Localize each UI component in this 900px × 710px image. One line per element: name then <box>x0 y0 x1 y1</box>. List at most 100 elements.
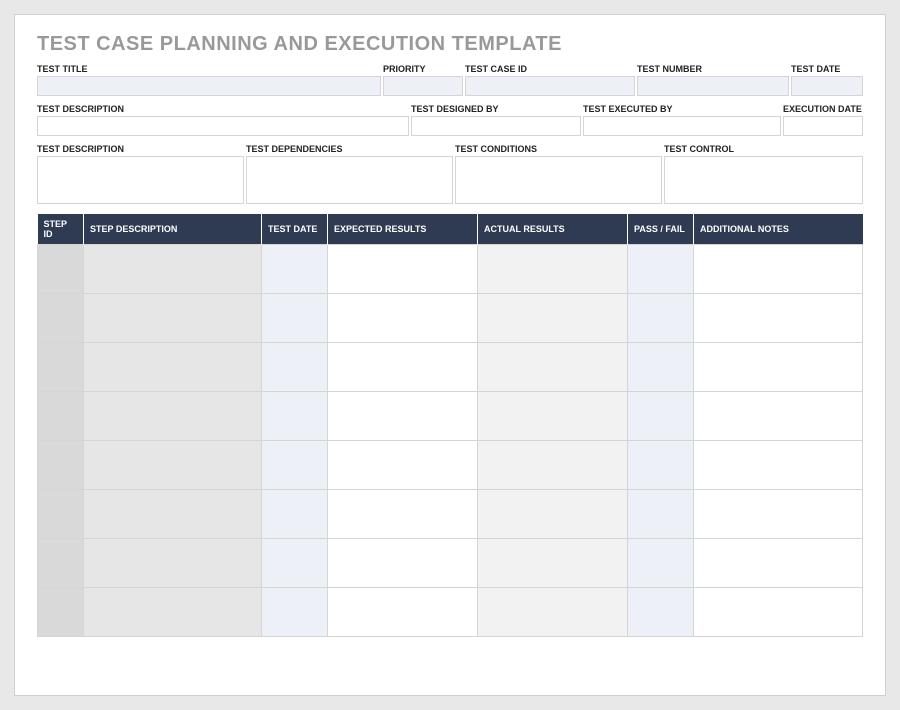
meta-row-2: TEST DESCRIPTION TEST DESIGNED BY TEST E… <box>37 104 863 136</box>
cell-actual[interactable] <box>478 588 628 637</box>
cell-notes[interactable] <box>694 441 863 490</box>
col-passfail: PASS / FAIL <box>628 214 694 245</box>
input-designed-by[interactable] <box>411 116 581 136</box>
cell-notes[interactable] <box>694 245 863 294</box>
field-test-description-2: TEST DESCRIPTION <box>37 144 244 204</box>
cell-actual[interactable] <box>478 539 628 588</box>
cell-expected[interactable] <box>328 539 478 588</box>
input-test-description[interactable] <box>37 116 409 136</box>
cell-passfail[interactable] <box>628 490 694 539</box>
input-execution-date[interactable] <box>783 116 863 136</box>
cell-test-date[interactable] <box>262 343 328 392</box>
cell-expected[interactable] <box>328 245 478 294</box>
cell-actual[interactable] <box>478 294 628 343</box>
col-step-id: STEP ID <box>38 214 84 245</box>
label-test-dependencies: TEST DEPENDENCIES <box>246 144 453 154</box>
input-test-control[interactable] <box>664 156 863 204</box>
input-test-date[interactable] <box>791 76 863 96</box>
table-row <box>38 245 863 294</box>
cell-step-desc[interactable] <box>84 441 262 490</box>
cell-test-date[interactable] <box>262 245 328 294</box>
cell-test-date[interactable] <box>262 490 328 539</box>
input-test-title[interactable] <box>37 76 381 96</box>
cell-test-date[interactable] <box>262 294 328 343</box>
cell-passfail[interactable] <box>628 294 694 343</box>
cell-step-id[interactable] <box>38 343 84 392</box>
cell-actual[interactable] <box>478 343 628 392</box>
cell-expected[interactable] <box>328 294 478 343</box>
field-priority: PRIORITY <box>383 64 463 96</box>
cell-passfail[interactable] <box>628 539 694 588</box>
cell-step-desc[interactable] <box>84 588 262 637</box>
label-priority: PRIORITY <box>383 64 463 74</box>
cell-expected[interactable] <box>328 490 478 539</box>
cell-step-desc[interactable] <box>84 343 262 392</box>
input-priority[interactable] <box>383 76 463 96</box>
label-test-conditions: TEST CONDITIONS <box>455 144 662 154</box>
field-executed-by: TEST EXECUTED BY <box>583 104 781 136</box>
input-test-conditions[interactable] <box>455 156 662 204</box>
cell-step-desc[interactable] <box>84 294 262 343</box>
table-row <box>38 588 863 637</box>
cell-passfail[interactable] <box>628 441 694 490</box>
label-test-description-2: TEST DESCRIPTION <box>37 144 244 154</box>
label-test-case-id: TEST CASE ID <box>465 64 635 74</box>
input-test-number[interactable] <box>637 76 789 96</box>
label-execution-date: EXECUTION DATE <box>783 104 863 114</box>
cell-test-date[interactable] <box>262 441 328 490</box>
cell-actual[interactable] <box>478 245 628 294</box>
cell-notes[interactable] <box>694 490 863 539</box>
cell-step-desc[interactable] <box>84 539 262 588</box>
table-row <box>38 392 863 441</box>
field-test-title: TEST TITLE <box>37 64 381 96</box>
input-executed-by[interactable] <box>583 116 781 136</box>
cell-notes[interactable] <box>694 343 863 392</box>
col-test-date: TEST DATE <box>262 214 328 245</box>
table-row <box>38 539 863 588</box>
field-test-conditions: TEST CONDITIONS <box>455 144 662 204</box>
cell-expected[interactable] <box>328 392 478 441</box>
field-test-control: TEST CONTROL <box>664 144 863 204</box>
cell-expected[interactable] <box>328 343 478 392</box>
cell-expected[interactable] <box>328 441 478 490</box>
input-test-dependencies[interactable] <box>246 156 453 204</box>
cell-step-desc[interactable] <box>84 245 262 294</box>
table-row <box>38 490 863 539</box>
cell-notes[interactable] <box>694 588 863 637</box>
cell-expected[interactable] <box>328 588 478 637</box>
cell-step-id[interactable] <box>38 294 84 343</box>
cell-step-id[interactable] <box>38 441 84 490</box>
input-test-case-id[interactable] <box>465 76 635 96</box>
cell-step-desc[interactable] <box>84 392 262 441</box>
cell-step-id[interactable] <box>38 490 84 539</box>
field-test-description: TEST DESCRIPTION <box>37 104 409 136</box>
cell-passfail[interactable] <box>628 343 694 392</box>
cell-step-id[interactable] <box>38 539 84 588</box>
cell-test-date[interactable] <box>262 588 328 637</box>
cell-step-desc[interactable] <box>84 490 262 539</box>
field-designed-by: TEST DESIGNED BY <box>411 104 581 136</box>
cell-notes[interactable] <box>694 539 863 588</box>
label-test-title: TEST TITLE <box>37 64 381 74</box>
steps-table: STEP ID STEP DESCRIPTION TEST DATE EXPEC… <box>37 214 863 637</box>
cell-test-date[interactable] <box>262 539 328 588</box>
label-test-description: TEST DESCRIPTION <box>37 104 409 114</box>
cell-notes[interactable] <box>694 294 863 343</box>
field-test-number: TEST NUMBER <box>637 64 789 96</box>
field-test-case-id: TEST CASE ID <box>465 64 635 96</box>
field-execution-date: EXECUTION DATE <box>783 104 863 136</box>
cell-actual[interactable] <box>478 441 628 490</box>
meta-row-3: TEST DESCRIPTION TEST DEPENDENCIES TEST … <box>37 144 863 204</box>
cell-step-id[interactable] <box>38 588 84 637</box>
input-test-description-2[interactable] <box>37 156 244 204</box>
cell-passfail[interactable] <box>628 392 694 441</box>
cell-step-id[interactable] <box>38 392 84 441</box>
cell-actual[interactable] <box>478 392 628 441</box>
cell-notes[interactable] <box>694 392 863 441</box>
cell-actual[interactable] <box>478 490 628 539</box>
cell-test-date[interactable] <box>262 392 328 441</box>
cell-step-id[interactable] <box>38 245 84 294</box>
cell-passfail[interactable] <box>628 245 694 294</box>
label-executed-by: TEST EXECUTED BY <box>583 104 781 114</box>
cell-passfail[interactable] <box>628 588 694 637</box>
